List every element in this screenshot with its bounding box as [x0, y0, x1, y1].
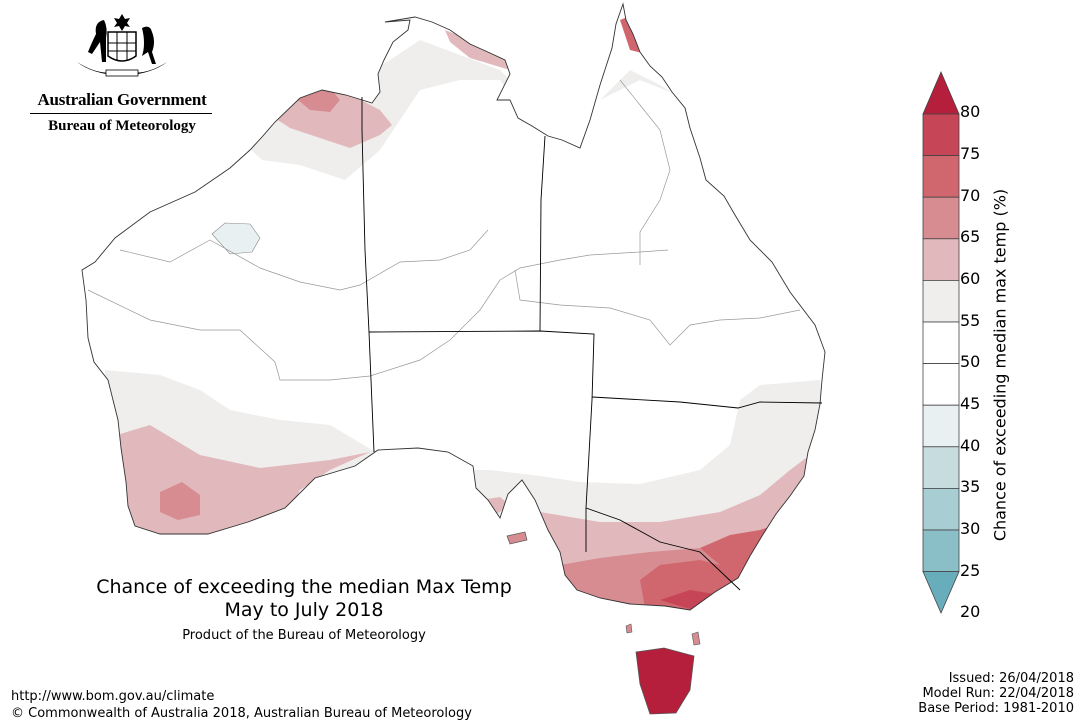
map-product-note: Product of the Bureau of Meteorology [182, 628, 426, 643]
legend-tick-label: 30 [960, 519, 981, 538]
legend-tick-label: 20 [960, 602, 981, 621]
king-island [625, 623, 633, 634]
map-title: Chance of exceeding the median Max Temp [96, 576, 512, 598]
legend-tick-label: 25 [960, 561, 981, 580]
emu-icon [142, 26, 156, 65]
government-name: Australian Government [37, 90, 207, 109]
coat-of-arms-logo [77, 14, 167, 77]
legend-title: Chance of exceeding median max temp (%) [990, 188, 1010, 542]
legend-tick-label: 35 [960, 477, 981, 496]
model-run-date: Model Run: 22/04/2018 [922, 686, 1074, 701]
footer-url: http://www.bom.gov.au/climate [11, 689, 215, 704]
flinders-island [691, 631, 701, 646]
map-title-block: Chance of exceeding the median Max Temp … [60, 576, 548, 643]
kangaroo-island [506, 531, 528, 545]
bureau-name: Bureau of Meteorology [48, 118, 196, 134]
legend-tick-label: 75 [960, 144, 981, 163]
issued-date: Issued: 26/04/2018 [948, 671, 1074, 686]
legend-tick-label: 65 [960, 227, 981, 246]
tasmania-region [635, 647, 695, 715]
footer-left: http://www.bom.gov.au/climate © Commonwe… [11, 688, 472, 722]
legend-lower-arrow [922, 571, 960, 615]
state-borders [361, 97, 823, 591]
footer-copyright: © Commonwealth of Australia 2018, Austra… [11, 706, 472, 721]
legend-tick-label: 50 [960, 352, 981, 371]
legend-tick-label: 45 [960, 394, 981, 413]
legend-tick-label: 60 [960, 269, 981, 288]
legend-colorbar [922, 70, 960, 615]
legend-upper-arrow [922, 70, 960, 115]
legend-tick-label: 80 [960, 102, 981, 121]
kangaroo-icon [88, 20, 107, 62]
legend-tick-label: 55 [960, 311, 981, 330]
base-period: Base Period: 1981-2010 [918, 701, 1074, 716]
legend-tick-label: 70 [960, 186, 981, 205]
bom-logo-block: Australian Government Bureau of Meteorol… [22, 8, 222, 135]
map-period: May to July 2018 [224, 599, 384, 621]
legend-tick-label: 40 [960, 436, 981, 455]
footer-right: Issued: 26/04/2018 Model Run: 22/04/2018… [918, 671, 1074, 716]
